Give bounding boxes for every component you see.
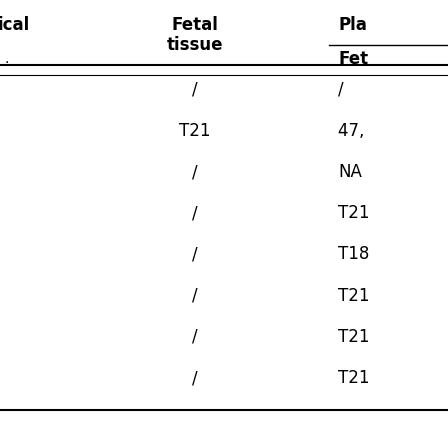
Text: ical: ical (0, 16, 30, 34)
Text: Fetal
tissue: Fetal tissue (167, 16, 223, 55)
Text: /: / (192, 328, 198, 346)
Text: NA: NA (338, 163, 362, 181)
Text: /: / (192, 81, 198, 99)
Text: Pla: Pla (338, 16, 367, 34)
Text: /: / (338, 81, 344, 99)
Text: T21: T21 (338, 369, 370, 387)
Text: T21: T21 (338, 287, 370, 305)
Text: /: / (192, 163, 198, 181)
Text: /: / (192, 204, 198, 222)
Text: /: / (192, 369, 198, 387)
Text: T18: T18 (338, 246, 370, 263)
Text: T21: T21 (179, 122, 211, 140)
Text: /: / (192, 246, 198, 263)
Text: T21: T21 (338, 328, 370, 346)
Text: T21: T21 (338, 204, 370, 222)
Text: 47,⁠: 47,⁠ (338, 122, 365, 140)
Text: /: / (192, 287, 198, 305)
Text: .: . (4, 52, 9, 66)
Text: Fet: Fet (338, 50, 368, 68)
